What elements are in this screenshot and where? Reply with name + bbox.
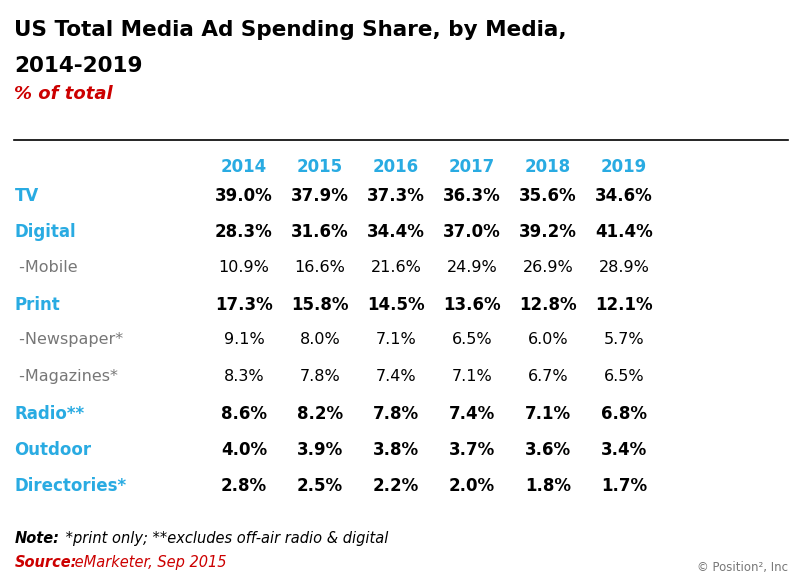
- Text: 37.9%: 37.9%: [291, 187, 349, 205]
- Text: 1.7%: 1.7%: [601, 477, 647, 495]
- Text: US Total Media Ad Spending Share, by Media,: US Total Media Ad Spending Share, by Med…: [14, 20, 567, 40]
- Text: Outdoor: Outdoor: [14, 441, 91, 459]
- Text: 8.3%: 8.3%: [224, 369, 264, 384]
- Text: Radio**: Radio**: [14, 405, 85, 423]
- Text: 3.4%: 3.4%: [601, 441, 647, 459]
- Text: 34.6%: 34.6%: [595, 187, 653, 205]
- Text: Directories*: Directories*: [14, 477, 126, 495]
- Text: 6.0%: 6.0%: [528, 332, 568, 347]
- Text: 34.4%: 34.4%: [367, 223, 425, 242]
- Text: 26.9%: 26.9%: [522, 260, 574, 275]
- Text: 6.8%: 6.8%: [601, 405, 647, 423]
- Text: 7.4%: 7.4%: [449, 405, 495, 423]
- Text: % of total: % of total: [14, 85, 113, 103]
- Text: 4.0%: 4.0%: [221, 441, 267, 459]
- Text: 15.8%: 15.8%: [291, 296, 349, 314]
- Text: Digital: Digital: [14, 223, 76, 242]
- Text: © Position², Inc: © Position², Inc: [697, 562, 788, 574]
- Text: 2.8%: 2.8%: [221, 477, 267, 495]
- Text: 8.0%: 8.0%: [300, 332, 340, 347]
- Text: -Newspaper*: -Newspaper*: [14, 332, 123, 347]
- Text: 5.7%: 5.7%: [604, 332, 644, 347]
- Text: -Magazines*: -Magazines*: [14, 369, 118, 384]
- Text: 16.6%: 16.6%: [294, 260, 346, 275]
- Text: 36.3%: 36.3%: [443, 187, 501, 205]
- Text: 21.6%: 21.6%: [370, 260, 422, 275]
- Text: 6.7%: 6.7%: [528, 369, 568, 384]
- Text: Print: Print: [14, 296, 60, 314]
- Text: 3.8%: 3.8%: [373, 441, 419, 459]
- Text: 2017: 2017: [449, 158, 495, 176]
- Text: 31.6%: 31.6%: [291, 223, 349, 242]
- Text: 2.5%: 2.5%: [297, 477, 343, 495]
- Text: 7.1%: 7.1%: [452, 369, 492, 384]
- Text: 7.8%: 7.8%: [300, 369, 340, 384]
- Text: 13.6%: 13.6%: [443, 296, 501, 314]
- Text: 9.1%: 9.1%: [224, 332, 264, 347]
- Text: 2015: 2015: [297, 158, 343, 176]
- Text: 10.9%: 10.9%: [218, 260, 270, 275]
- Text: 2016: 2016: [373, 158, 419, 176]
- Text: 2014-2019: 2014-2019: [14, 56, 143, 75]
- Text: TV: TV: [14, 187, 38, 205]
- Text: eMarketer, Sep 2015: eMarketer, Sep 2015: [70, 555, 226, 570]
- Text: 7.4%: 7.4%: [376, 369, 416, 384]
- Text: 39.0%: 39.0%: [215, 187, 273, 205]
- Text: *print only; **excludes off-air radio & digital: *print only; **excludes off-air radio & …: [61, 531, 388, 546]
- Text: -Mobile: -Mobile: [14, 260, 78, 275]
- Text: 12.1%: 12.1%: [595, 296, 653, 314]
- Text: 37.3%: 37.3%: [367, 187, 425, 205]
- Text: 2019: 2019: [601, 158, 647, 176]
- Text: 2014: 2014: [221, 158, 267, 176]
- Text: 2018: 2018: [525, 158, 571, 176]
- Text: 37.0%: 37.0%: [443, 223, 501, 242]
- Text: 24.9%: 24.9%: [446, 260, 498, 275]
- Text: 1.8%: 1.8%: [525, 477, 571, 495]
- Text: Source:: Source:: [14, 555, 77, 570]
- Text: 6.5%: 6.5%: [452, 332, 492, 347]
- Text: 2.2%: 2.2%: [373, 477, 419, 495]
- Text: 3.9%: 3.9%: [297, 441, 343, 459]
- Text: 3.7%: 3.7%: [449, 441, 495, 459]
- Text: 7.1%: 7.1%: [525, 405, 571, 423]
- Text: 8.2%: 8.2%: [297, 405, 343, 423]
- Text: 39.2%: 39.2%: [519, 223, 577, 242]
- Text: 3.6%: 3.6%: [525, 441, 571, 459]
- Text: 14.5%: 14.5%: [367, 296, 425, 314]
- Text: 17.3%: 17.3%: [215, 296, 273, 314]
- Text: 7.8%: 7.8%: [373, 405, 419, 423]
- Text: 12.8%: 12.8%: [519, 296, 577, 314]
- Text: 28.9%: 28.9%: [598, 260, 650, 275]
- Text: 35.6%: 35.6%: [519, 187, 577, 205]
- Text: 41.4%: 41.4%: [595, 223, 653, 242]
- Text: 8.6%: 8.6%: [221, 405, 267, 423]
- Text: 6.5%: 6.5%: [604, 369, 644, 384]
- Text: 28.3%: 28.3%: [215, 223, 273, 242]
- Text: Note:: Note:: [14, 531, 59, 546]
- Text: 7.1%: 7.1%: [376, 332, 416, 347]
- Text: 2.0%: 2.0%: [449, 477, 495, 495]
